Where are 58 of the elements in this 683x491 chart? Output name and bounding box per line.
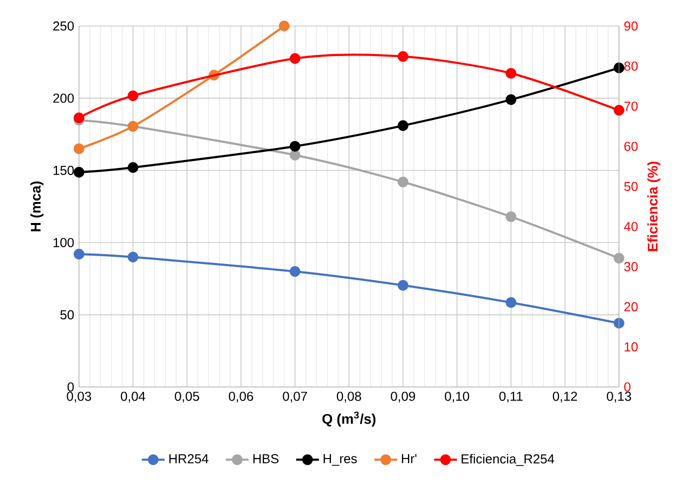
point xyxy=(278,20,290,32)
y-tick-label: 0 xyxy=(68,382,74,392)
y2-tick-label: 90 xyxy=(624,21,638,31)
x-tick-label: 0,06 xyxy=(228,392,254,402)
point xyxy=(128,90,138,102)
point xyxy=(506,68,516,79)
point xyxy=(506,297,516,308)
point xyxy=(128,252,138,262)
x-tick-label: 0,04 xyxy=(120,392,146,402)
x-tick-label: 0,05 xyxy=(174,392,200,402)
y-axis-title: H (mca) xyxy=(30,182,44,232)
y2-tick-label: 80 xyxy=(624,62,638,71)
x-tick-label: 0,07 xyxy=(282,392,308,402)
legend-label: HR254 xyxy=(169,454,208,464)
y-tick-label: 150 xyxy=(54,166,74,175)
x-tick-label: 0,10 xyxy=(444,392,470,402)
y2-tick-label: 60 xyxy=(624,142,638,151)
y-tick-label: 200 xyxy=(53,94,74,103)
point xyxy=(290,266,300,277)
point xyxy=(398,280,408,291)
legend-label: HBS xyxy=(253,454,278,464)
point xyxy=(290,140,300,152)
y-tick-label: 250 xyxy=(53,21,74,31)
legend-label: Hr' xyxy=(402,454,416,464)
y-tick-label: 100 xyxy=(54,238,74,248)
y2-tick-label: 10 xyxy=(624,342,638,352)
x-axis-title: Q (m$^{3}$/s) xyxy=(322,412,376,427)
point xyxy=(74,143,84,154)
y2-tick-label: 70 xyxy=(624,102,638,111)
y2-tick-label: 50 xyxy=(624,182,638,192)
point xyxy=(74,248,84,260)
point xyxy=(614,104,624,116)
y-tick-label: 50 xyxy=(60,310,74,320)
point xyxy=(506,211,516,222)
x-tick-label: 0,11 xyxy=(499,392,523,402)
point xyxy=(398,176,408,188)
point xyxy=(506,94,516,105)
y2-tick-label: 0 xyxy=(624,382,630,392)
y2-axis-title: Eficiencia (%) xyxy=(647,162,660,252)
x-tick-label: 0,12 xyxy=(552,392,578,402)
point xyxy=(614,62,624,74)
y2-tick-label: 20 xyxy=(624,302,638,312)
point xyxy=(290,150,300,160)
point xyxy=(614,318,624,328)
point xyxy=(290,53,300,64)
point xyxy=(614,252,624,264)
legend-label: Eficiencia_R254 xyxy=(462,454,554,466)
point xyxy=(398,120,408,131)
point xyxy=(398,51,408,62)
x-tick-label: 0,13 xyxy=(606,392,632,402)
point xyxy=(128,162,138,173)
y2-tick-label: 30 xyxy=(624,262,638,272)
point xyxy=(74,166,84,178)
x-tick-label: 0,03 xyxy=(66,392,92,402)
x-tick-label: 0,09 xyxy=(390,392,416,402)
y2-tick-label: 40 xyxy=(624,222,638,232)
legend-label: H_res xyxy=(324,454,357,466)
x-tick-label: 0,08 xyxy=(336,392,362,402)
